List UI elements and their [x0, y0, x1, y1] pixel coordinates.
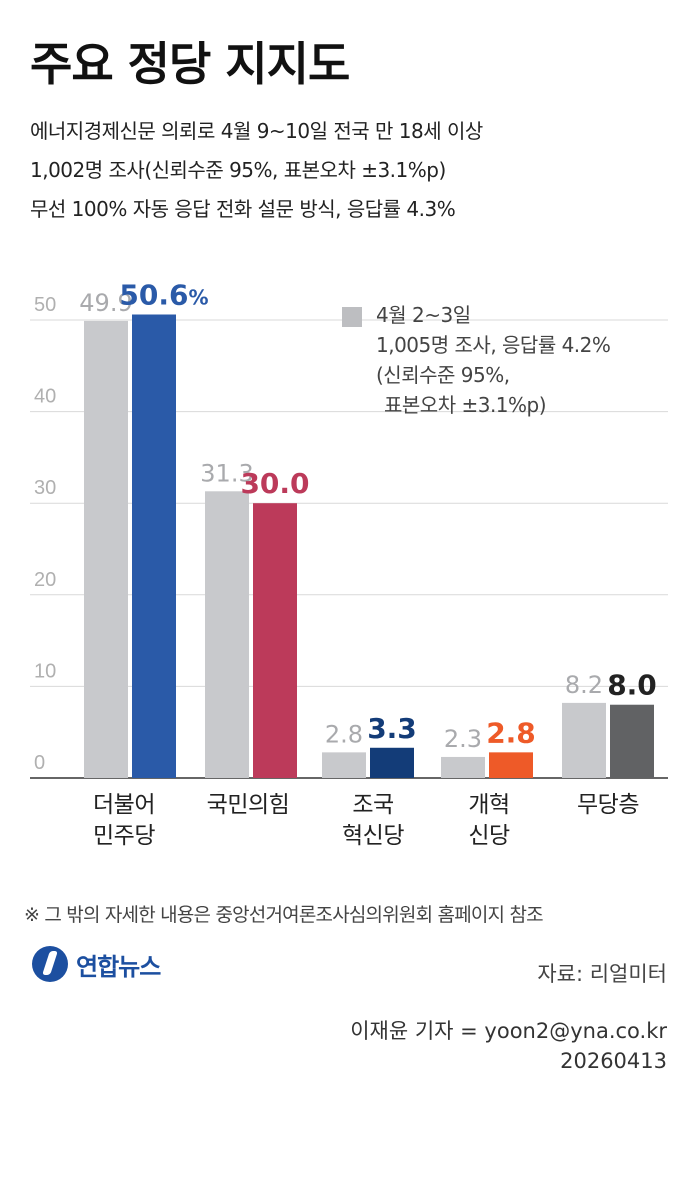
bar-previous: [322, 752, 366, 778]
chart-subtitle: 에너지경제신문 의뢰로 4월 9~10일 전국 만 18세 이상 1,002명 …: [30, 112, 483, 229]
bar-current: [489, 752, 533, 778]
bar-label-previous: 2.3: [444, 725, 482, 753]
yonhap-logo: 연합뉴스: [32, 946, 161, 982]
bar-label-current: 30.0: [240, 467, 309, 500]
percent-unit: %: [189, 286, 209, 310]
legend-detail: 표본오차 ±3.1%p): [384, 393, 547, 417]
category-label: 개혁 신당: [468, 792, 510, 849]
bar-current: [370, 747, 414, 778]
bar-label-current: 2.8: [486, 716, 536, 749]
legend-detail: (신뢰수준 95%,: [376, 363, 510, 387]
bar-previous: [441, 756, 485, 778]
legend-detail: 1,005명 조사, 응답률 4.2%: [376, 333, 611, 357]
source-credit: 자료: 리얼미터: [537, 962, 667, 986]
bar-label-previous: 8.2: [565, 671, 603, 699]
bar-current: [253, 503, 297, 778]
reporter-email: 이재윤 기자 = yoon2@yna.co.kr: [350, 1019, 667, 1043]
bar-label-previous: 49.9: [79, 289, 132, 317]
bar-current: [610, 704, 654, 778]
category-label: 조국 혁신당: [342, 792, 404, 849]
y-tick-label: 40: [34, 386, 56, 408]
category-label: 더불어 민주당: [93, 792, 155, 849]
bar-previous: [205, 491, 249, 778]
y-tick-label: 30: [34, 477, 56, 499]
bar-label-previous: 31.3: [200, 459, 253, 487]
bar-previous: [562, 702, 606, 778]
category-label: 국민의힘: [206, 792, 290, 818]
reporter-credit: 이재윤 기자 = yoon2@yna.co.kr 20260413: [350, 1016, 667, 1076]
legend: 4월 2~3일 1,005명 조사, 응답률 4.2% (신뢰수준 95%, 표…: [342, 300, 611, 420]
footnote: ※ 그 밖의 자세한 내용은 중앙선거여론조사심의위원회 홈페이지 참조: [24, 904, 544, 926]
category-label: 무당층: [577, 792, 639, 818]
logo-icon: [32, 946, 68, 982]
bar-current: [132, 314, 176, 778]
subtitle-line: 무선 100% 자동 응답 전화 설문 방식, 응답률 4.3%: [30, 197, 456, 221]
y-tick-label: 10: [34, 660, 56, 682]
bar-label-previous: 2.8: [325, 720, 363, 748]
subtitle-line: 1,002명 조사(신뢰수준 95%, 표본오차 ±3.1%p): [30, 158, 446, 182]
bar-label-current: 8.0: [607, 669, 657, 702]
y-tick-label: 50: [34, 294, 56, 316]
chart-title: 주요 정당 지지도: [30, 37, 350, 91]
bar-label-current: 50.6%: [119, 279, 208, 312]
bar-label-current: 3.3: [367, 712, 417, 745]
y-tick-label: 0: [34, 752, 45, 774]
subtitle-line: 에너지경제신문 의뢰로 4월 9~10일 전국 만 18세 이상: [30, 119, 483, 143]
bar-previous: [84, 320, 128, 778]
legend-label: 4월 2~3일: [376, 303, 471, 327]
legend-swatch: [342, 307, 362, 327]
y-tick-label: 20: [34, 569, 56, 591]
publish-date: 20260413: [560, 1049, 667, 1073]
logo-text: 연합뉴스: [76, 952, 161, 981]
